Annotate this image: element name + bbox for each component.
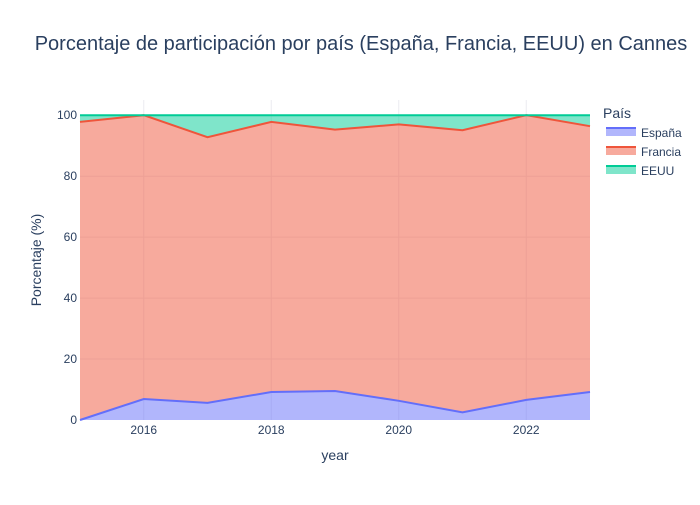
y-tick-label: 40 xyxy=(64,291,78,305)
legend-label-1: Francia xyxy=(641,145,681,159)
x-axis-title: year xyxy=(321,447,349,463)
x-tick-label: 2020 xyxy=(385,423,412,437)
legend-swatch-0 xyxy=(606,128,636,136)
chart-title: Porcentaje de participación por país (Es… xyxy=(35,33,688,55)
x-tick-label: 2016 xyxy=(130,423,157,437)
x-tick-label: 2022 xyxy=(513,423,540,437)
legend-label-0: España xyxy=(641,126,682,140)
legend-swatch-1 xyxy=(606,147,636,155)
area-1 xyxy=(80,115,590,420)
y-tick-label: 100 xyxy=(57,108,77,122)
y-tick-label: 20 xyxy=(64,352,78,366)
legend-title: País xyxy=(603,105,631,121)
areas-layer xyxy=(80,115,590,420)
y-tick-label: 0 xyxy=(70,413,77,427)
series-line-0 xyxy=(79,389,591,421)
lines-layer xyxy=(79,114,591,421)
ticks-layer: 0 20 40 60 80 100 2016 2018 2020 2022 xyxy=(57,108,540,437)
legend-swatch-2 xyxy=(606,166,636,174)
y-axis-title: Porcentaje (%) xyxy=(28,214,44,307)
legend-label-2: EEUU xyxy=(641,164,674,178)
legend: País España Francia EEUU xyxy=(603,105,682,178)
series-line-1 xyxy=(79,114,591,139)
area-2 xyxy=(80,115,590,138)
y-tick-label: 80 xyxy=(64,169,78,183)
x-tick-label: 2018 xyxy=(258,423,285,437)
y-tick-label: 60 xyxy=(64,230,78,244)
